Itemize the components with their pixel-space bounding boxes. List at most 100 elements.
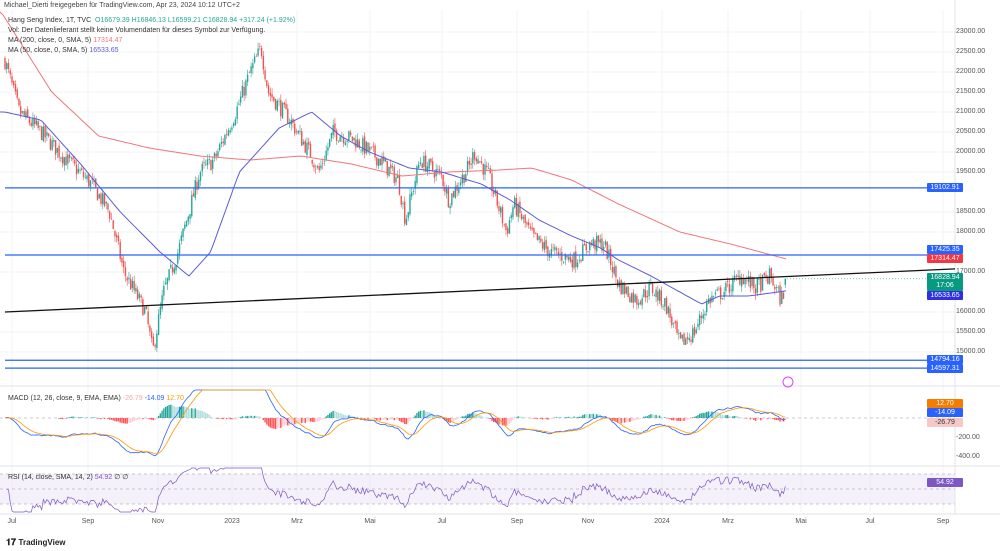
- macd-histogram-bar: [246, 415, 249, 418]
- candle-body: [440, 172, 443, 175]
- candle-body: [643, 288, 645, 297]
- macd-histogram-bar: [95, 417, 97, 418]
- candle-body: [583, 243, 586, 246]
- macd-histogram-bar: [297, 418, 299, 424]
- candle-body: [575, 251, 577, 267]
- candle-body: [697, 323, 699, 328]
- macd-histogram-bar: [534, 418, 537, 419]
- ma50-price-label: 16533.65: [927, 291, 963, 300]
- candle-body: [411, 192, 413, 197]
- macd-histogram-bar: [290, 418, 292, 425]
- tradingview-logo[interactable]: 𝟏𝟕 TradingView: [6, 537, 66, 547]
- macd-histogram-bar: [772, 418, 774, 420]
- candle-body: [767, 277, 769, 284]
- macd-histogram-bar: [287, 418, 289, 426]
- macd-histogram-bar: [142, 418, 144, 420]
- macd-histogram-bar: [719, 414, 722, 418]
- macd-histogram-bar: [109, 418, 111, 420]
- candle-body: [182, 228, 184, 238]
- candle-body: [693, 326, 696, 336]
- candle-body: [683, 333, 685, 345]
- macd-histogram-bar: [472, 412, 474, 418]
- candle-body: [194, 180, 196, 198]
- candle-body: [213, 153, 216, 159]
- candle-body: [623, 283, 626, 294]
- macd-histogram-bar: [740, 417, 743, 418]
- candle-body: [388, 166, 390, 177]
- macd-histogram-bar: [775, 418, 778, 421]
- candle-body: [232, 123, 235, 126]
- candle-body: [164, 282, 167, 284]
- candle-body: [61, 156, 64, 164]
- candle-body: [309, 143, 312, 158]
- volume-note: Vol: Der Datenlieferant stellt keine Vol…: [8, 27, 266, 34]
- macd-histogram-bar: [239, 417, 242, 418]
- macd-histogram-bar: [632, 418, 635, 421]
- candle-body: [260, 47, 263, 57]
- macd-histogram-bar: [225, 418, 228, 420]
- candle-body: [725, 282, 727, 292]
- macd-histogram-bar: [70, 416, 73, 418]
- macd-histogram-bar: [117, 418, 120, 422]
- macd-histogram-bar: [140, 418, 142, 419]
- candle-body: [219, 144, 221, 150]
- candle-body: [753, 277, 755, 289]
- macd-histogram-bar: [346, 415, 348, 418]
- macd-histogram-bar: [369, 418, 371, 419]
- macd-histogram-bar: [615, 418, 617, 422]
- candle-body: [749, 276, 752, 288]
- macd-histogram-bar: [280, 418, 282, 428]
- candle-body: [136, 289, 139, 300]
- macd-histogram-bar: [159, 413, 162, 418]
- candle-body: [20, 106, 22, 115]
- macd-histogram-bar: [163, 408, 165, 418]
- ohlc-close: C16828.94: [202, 17, 238, 24]
- candle-body: [685, 338, 687, 345]
- candle-body: [304, 141, 306, 153]
- macd-histogram-bar: [229, 418, 231, 420]
- y-tick-label: 18500.00: [956, 208, 986, 215]
- macd-histogram-bar: [692, 417, 694, 418]
- candle-body: [246, 74, 249, 82]
- macd-histogram-bar: [112, 418, 114, 421]
- candle-body: [23, 111, 25, 116]
- candle-body: [596, 235, 598, 252]
- candle-body: [451, 193, 453, 206]
- macd-histogram-bar: [655, 414, 657, 418]
- macd-histogram-bar: [206, 413, 209, 418]
- candle-body: [437, 169, 439, 171]
- candle-body: [576, 262, 579, 268]
- macd-histogram-bar: [479, 415, 481, 418]
- candle-body: [714, 292, 717, 295]
- candle-body: [30, 122, 32, 126]
- candle-body: [676, 321, 678, 333]
- candle-body: [423, 155, 425, 168]
- candle-body: [65, 156, 67, 166]
- macd-histogram-bar: [718, 412, 720, 418]
- candle-body: [198, 179, 200, 189]
- macd-histogram-bar: [735, 416, 738, 418]
- candle-body: [173, 268, 176, 274]
- x-tick-label: Nov: [581, 518, 595, 525]
- candle-body: [47, 133, 50, 137]
- candle-body: [603, 246, 605, 250]
- macd-histogram-bar: [241, 416, 244, 418]
- candle-body: [11, 76, 13, 83]
- candle-body: [442, 174, 444, 187]
- candle-body: [655, 289, 657, 297]
- macd-histogram-bar: [332, 410, 334, 418]
- macd-histogram-bar: [288, 418, 291, 426]
- candle-body: [597, 235, 600, 242]
- macd-histogram-bar: [143, 418, 146, 419]
- candle-body: [353, 137, 355, 141]
- macd-histogram-bar: [192, 408, 195, 418]
- macd-histogram-bar: [714, 412, 717, 418]
- macd-histogram-bar: [351, 416, 354, 418]
- macd-histogram-bar: [212, 417, 214, 418]
- candle-body: [770, 267, 772, 279]
- macd-histogram-bar: [220, 418, 223, 419]
- macd-histogram-bar: [412, 417, 415, 418]
- macd-histogram-bar: [751, 418, 753, 420]
- candle-body: [768, 268, 771, 285]
